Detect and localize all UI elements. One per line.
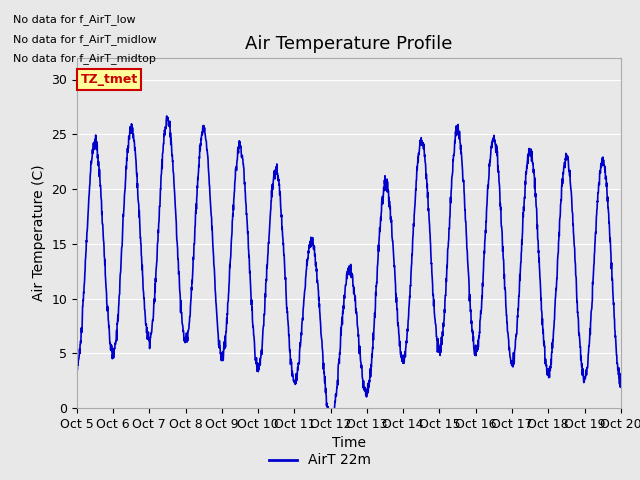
Y-axis label: Air Temperature (C): Air Temperature (C) — [31, 165, 45, 301]
Text: No data for f_AirT_midlow: No data for f_AirT_midlow — [13, 34, 157, 45]
Title: Air Temperature Profile: Air Temperature Profile — [245, 35, 452, 53]
Text: No data for f_AirT_low: No data for f_AirT_low — [13, 14, 136, 25]
Legend: AirT 22m: AirT 22m — [264, 448, 376, 473]
Text: TZ_tmet: TZ_tmet — [81, 73, 138, 86]
Text: No data for f_AirT_midtop: No data for f_AirT_midtop — [13, 53, 156, 64]
X-axis label: Time: Time — [332, 436, 366, 450]
